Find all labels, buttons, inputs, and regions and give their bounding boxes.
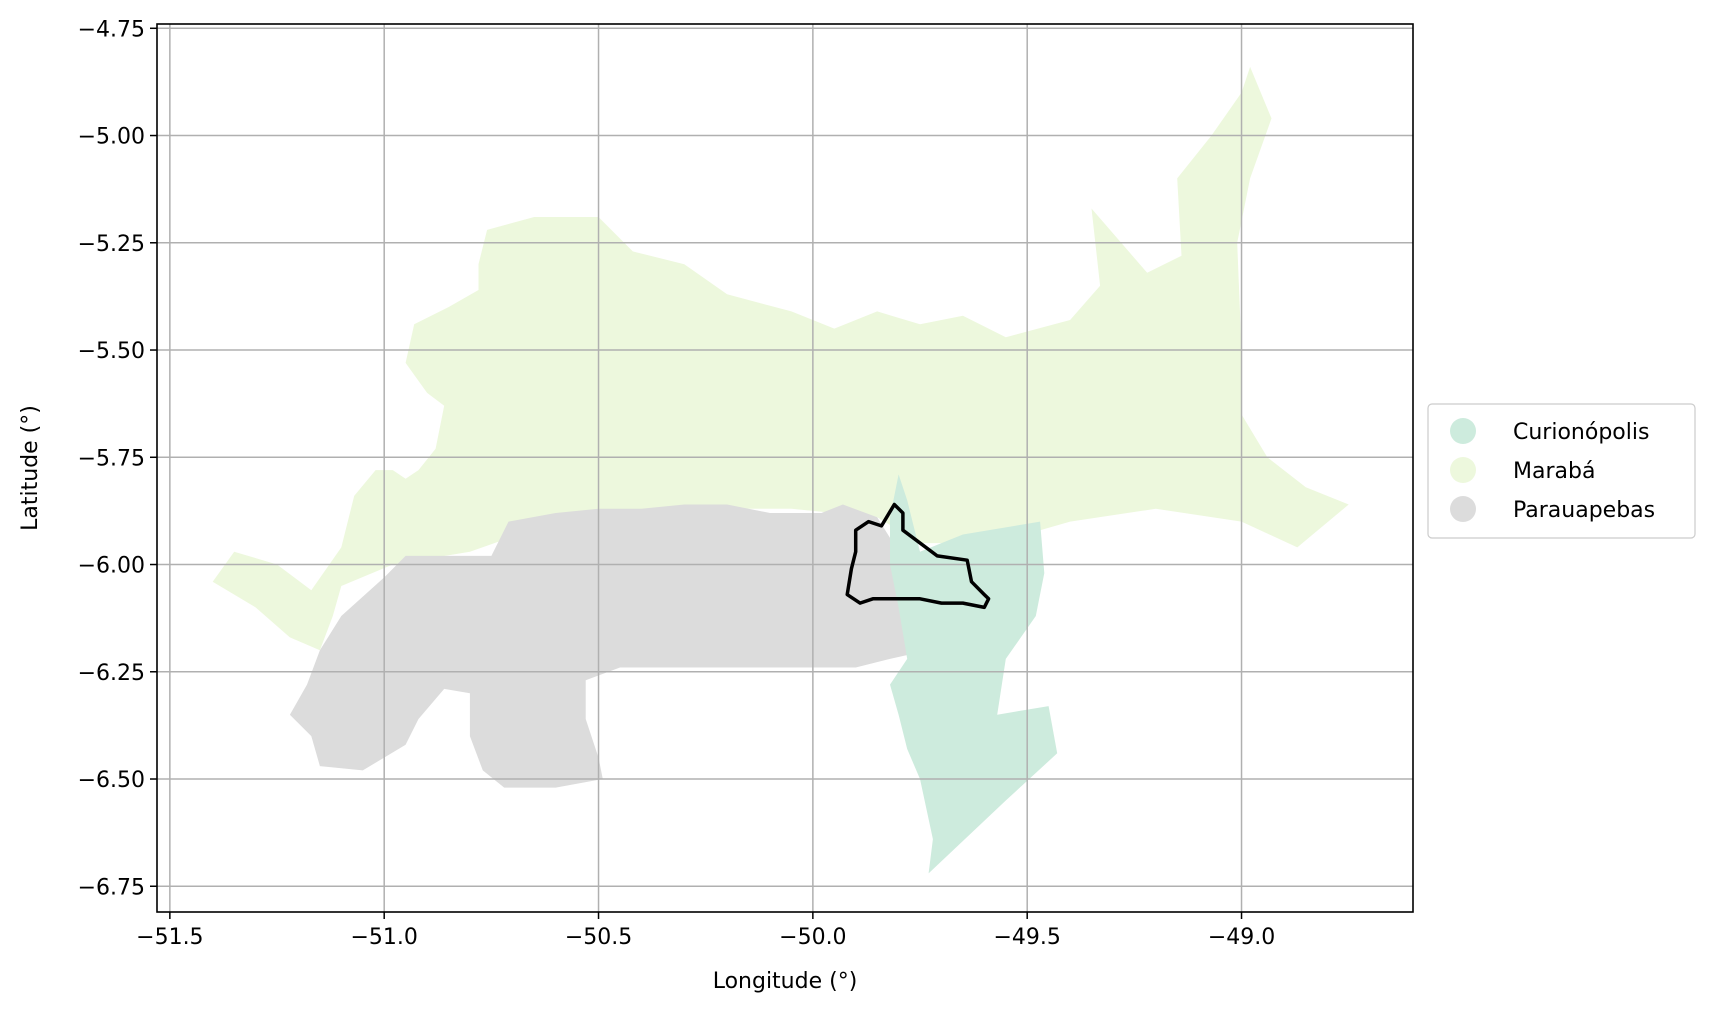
y-tick-label: −5.00	[78, 125, 145, 150]
outline-layer	[845, 502, 991, 610]
y-tick-label: −6.25	[78, 661, 145, 686]
legend-label: Parauapebas	[1513, 498, 1655, 523]
y-tick-label: −6.50	[78, 768, 145, 793]
highlighted-boundary	[845, 502, 991, 610]
y-tick-label: −6.75	[78, 875, 145, 900]
ticks-layer: −51.5 −51.0 −50.5 −50.0 −49.5 −49.0 −4.75 −5.00…	[78, 17, 1276, 950]
legend: Curionópolis Marabá Parauapebas	[1427, 403, 1696, 539]
grid-layer	[157, 24, 1413, 912]
x-tick-label: −49.0	[1208, 925, 1275, 950]
x-tick-label: −50.5	[565, 925, 632, 950]
y-tick-label: −6.00	[78, 554, 145, 579]
region-curionopolis	[890, 474, 1058, 874]
legend-swatch	[1450, 496, 1476, 522]
y-axis-label: Latitude (°)	[18, 405, 43, 531]
legend-label: Marabá	[1513, 459, 1595, 484]
y-tick-label: −5.25	[78, 232, 145, 257]
region-parauapebas	[289, 504, 929, 788]
y-tick-label: −5.75	[78, 446, 145, 471]
legend-swatch	[1450, 418, 1476, 444]
y-tick-label: −5.50	[78, 339, 145, 364]
x-tick-label: −49.5	[993, 925, 1060, 950]
legend-swatch	[1450, 457, 1476, 483]
regions-layer	[212, 66, 1349, 874]
x-axis-label: Longitude (°)	[713, 969, 858, 994]
x-tick-label: −50.0	[779, 925, 846, 950]
legend-box	[1427, 403, 1696, 539]
x-tick-label: −51.5	[136, 925, 203, 950]
legend-label: Curionópolis	[1513, 420, 1649, 445]
x-tick-label: −51.0	[350, 925, 417, 950]
y-tick-label: −4.75	[78, 17, 145, 42]
legend-entries: Curionópolis Marabá Parauapebas	[1450, 418, 1655, 523]
region-maraba	[212, 66, 1349, 651]
plot-frame	[156, 23, 1414, 913]
